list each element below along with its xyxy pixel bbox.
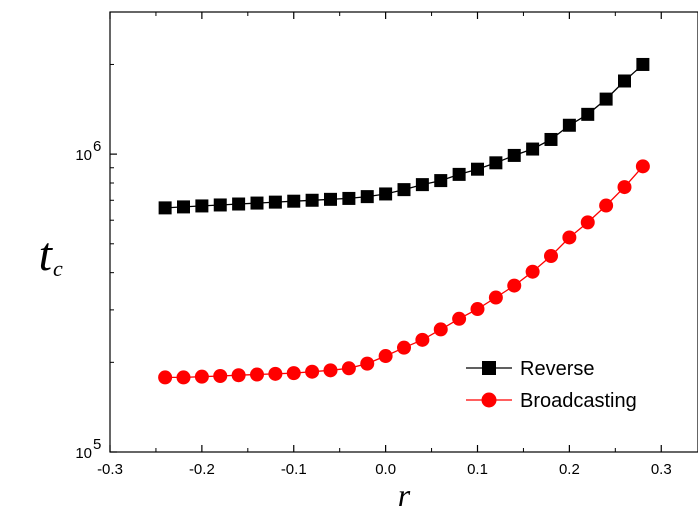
data-point-reverse xyxy=(250,196,264,210)
data-point-broadcasting xyxy=(176,370,191,385)
y-tick-exponent: 6 xyxy=(93,138,101,155)
data-point-broadcasting xyxy=(323,363,338,378)
data-point-reverse xyxy=(452,167,466,181)
data-point-broadcasting xyxy=(488,290,503,305)
data-point-broadcasting xyxy=(635,159,650,174)
legend: Reverse Broadcasting xyxy=(466,358,637,412)
legend-label-broadcasting: Broadcasting xyxy=(520,390,637,412)
data-point-broadcasting xyxy=(507,278,522,293)
legend-label-reverse: Reverse xyxy=(520,358,594,380)
data-point-reverse xyxy=(342,191,356,205)
x-tick-label: 0.0 xyxy=(375,461,396,478)
data-point-reverse xyxy=(324,192,337,206)
data-point-broadcasting xyxy=(341,361,356,376)
data-point-broadcasting xyxy=(433,322,448,337)
data-point-broadcasting xyxy=(580,215,595,230)
y-tick-label: 10 xyxy=(75,147,92,164)
data-point-reverse xyxy=(599,92,613,106)
data-point-reverse xyxy=(195,199,209,213)
data-point-broadcasting xyxy=(268,366,283,381)
data-point-reverse xyxy=(360,190,374,204)
data-point-broadcasting xyxy=(599,198,614,213)
data-point-reverse xyxy=(434,174,448,188)
x-axis-title: r xyxy=(398,477,411,513)
data-point-broadcasting xyxy=(305,364,320,379)
data-point-reverse xyxy=(544,132,558,146)
data-point-reverse xyxy=(268,195,282,209)
data-point-reverse xyxy=(158,201,172,215)
data-point-reverse xyxy=(562,118,576,132)
data-point-broadcasting xyxy=(470,302,485,317)
data-point-reverse xyxy=(471,162,484,176)
data-point-reverse xyxy=(232,197,246,211)
data-point-reverse xyxy=(636,57,650,71)
data-point-broadcasting xyxy=(525,264,540,279)
x-tick-label: 0.1 xyxy=(467,461,488,478)
y-tick-exponent: 5 xyxy=(93,436,101,453)
data-point-broadcasting xyxy=(397,340,411,355)
data-point-broadcasting xyxy=(213,368,228,383)
y-axis-title: t c xyxy=(39,228,63,281)
series-layer xyxy=(158,57,650,385)
data-point-broadcasting xyxy=(562,230,577,245)
data-point-reverse xyxy=(526,142,540,156)
x-tick-label: 0.2 xyxy=(559,461,580,478)
data-point-broadcasting xyxy=(360,356,375,371)
svg-text:c: c xyxy=(53,256,63,281)
data-point-broadcasting xyxy=(452,311,467,326)
data-point-broadcasting xyxy=(415,332,430,347)
data-point-broadcasting xyxy=(378,349,393,364)
data-point-reverse xyxy=(618,74,631,88)
legend-item-broadcasting: Broadcasting xyxy=(466,390,637,412)
data-point-broadcasting xyxy=(286,366,301,381)
x-tick-label: -0.1 xyxy=(281,461,307,478)
x-tick-label: -0.2 xyxy=(189,461,215,478)
data-point-broadcasting xyxy=(194,369,209,384)
data-point-broadcasting xyxy=(544,248,558,263)
legend-item-reverse: Reverse xyxy=(466,358,594,380)
data-point-broadcasting xyxy=(158,370,173,385)
legend-marker-broadcasting xyxy=(481,392,497,408)
data-point-reverse xyxy=(415,178,429,192)
data-point-broadcasting xyxy=(250,367,264,382)
data-point-broadcasting xyxy=(231,368,246,383)
data-point-reverse xyxy=(397,183,411,197)
legend-marker-reverse xyxy=(482,361,496,375)
y-tick-label: 10 xyxy=(75,445,92,462)
data-point-reverse xyxy=(581,107,595,121)
x-tick-label: -0.3 xyxy=(97,461,123,478)
plot-frame xyxy=(109,11,698,453)
data-point-reverse xyxy=(287,194,301,208)
data-point-reverse xyxy=(177,200,190,214)
data-point-reverse xyxy=(379,187,393,201)
data-point-reverse xyxy=(305,193,319,207)
data-point-reverse xyxy=(213,198,227,212)
data-point-broadcasting xyxy=(617,180,632,195)
data-point-reverse xyxy=(489,156,503,170)
data-point-reverse xyxy=(507,148,521,162)
x-tick-label: 0.3 xyxy=(651,461,672,478)
svg-text:t: t xyxy=(39,228,54,281)
